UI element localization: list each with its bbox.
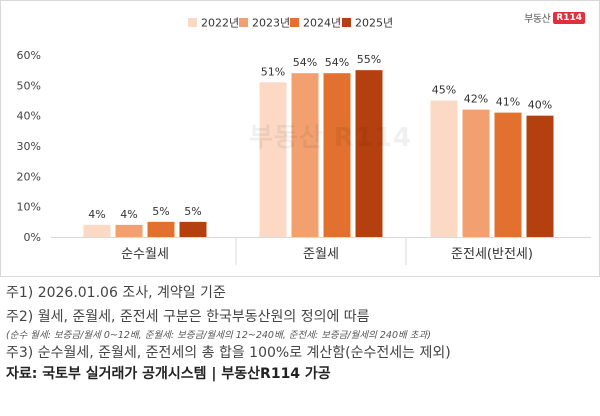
legend-label: 2025년 [355,17,393,30]
bar [147,221,175,237]
data-label: 41% [496,96,520,109]
note-3: 주3) 순수월세, 준월세, 준전세의 총 합을 100%로 계산함(순수전세는… [6,345,451,361]
legend-label: 2024년 [303,17,341,30]
bar [291,73,319,237]
y-tick-label: 10% [17,201,41,214]
y-tick-label: 30% [17,140,41,153]
data-label: 55% [357,53,381,66]
bar [430,100,458,237]
note-1: 주1) 2026.01.06 조사, 계약일 기준 [6,285,226,301]
data-label: 45% [432,84,456,97]
data-label: 4% [120,208,137,221]
source-line: 자료: 국토부 실거래가 공개시스템 | 부동산R114 가공 [6,366,331,382]
data-label: 40% [528,99,552,112]
bar [355,70,383,238]
legend-swatch [290,18,299,27]
y-tick-label: 50% [17,79,41,92]
bar [526,115,554,237]
brand-logo: 부동산 R114 [524,10,585,25]
legend-swatch [342,18,351,27]
y-tick-label: 40% [17,110,41,123]
logo-badge: R114 [553,11,585,24]
category-label: 준전세(반전세) [451,247,533,262]
y-tick-label: 0% [24,231,41,244]
bar [115,224,143,237]
legend-swatch [239,18,248,27]
y-tick-label: 20% [17,170,41,183]
data-label: 51% [261,65,285,78]
data-label: 42% [464,93,488,106]
footnotes: 주1) 2026.01.06 조사, 계약일 기준 주2) 월세, 준월세, 준… [6,283,596,384]
legend-swatch [188,18,197,27]
bar [179,221,207,237]
logo-text: 부동산 [524,14,551,25]
note-definition: (순수 월세: 보증금/월세 0~12배, 준월세: 보증금/월세의 12~24… [6,330,431,341]
legend-label: 2023년 [252,17,290,30]
data-label: 4% [88,208,105,221]
data-label: 54% [293,56,317,69]
data-label: 5% [152,205,169,218]
y-tick-label: 60% [17,49,41,62]
bar [83,224,111,237]
data-label: 5% [184,205,201,218]
category-label: 준월세 [303,247,339,262]
bar-chart: 0% 10% 20% 30% 40% 50% 60% 4% 4% 5% 5% 순수월세 51% 54% 54… [17,17,591,265]
bar [462,109,490,237]
note-2: 주2) 월세, 준월세, 준전세 구분은 한국부동산원의 정의에 따름 [6,309,370,325]
category-label: 순수월세 [121,247,169,262]
legend-label: 2022년 [201,17,239,30]
bar [323,73,351,237]
data-label: 54% [325,56,349,69]
bar [494,112,522,237]
bar [259,82,287,237]
chart-panel: 0% 10% 20% 30% 40% 50% 60% 4% 4% 5% 5% 순수월세 51% 54% 54… [0,0,600,277]
